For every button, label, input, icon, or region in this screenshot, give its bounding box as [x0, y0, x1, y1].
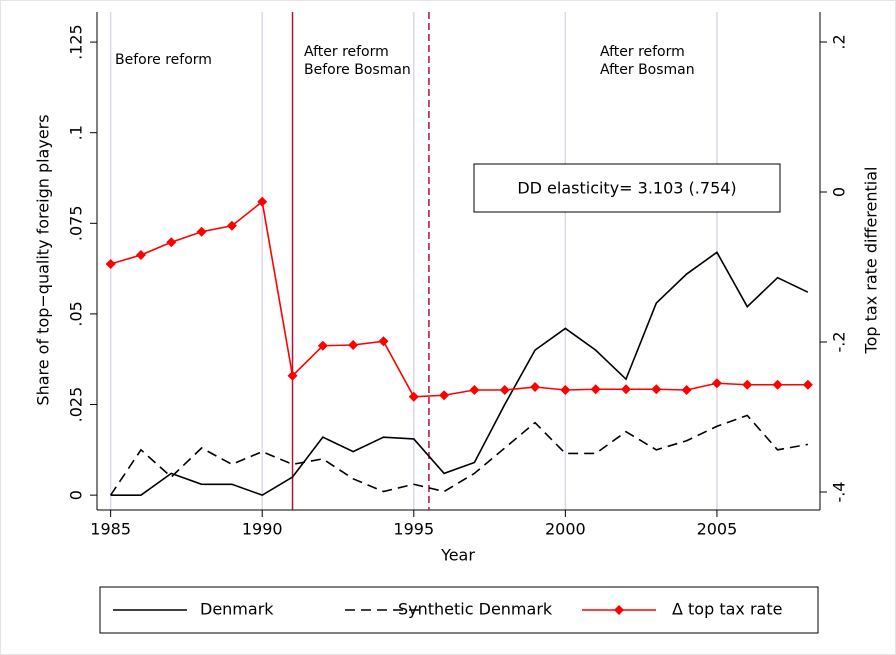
y2-tick-label: -.4 [830, 481, 849, 502]
marker [590, 384, 601, 395]
marker [530, 382, 541, 392]
marker [772, 379, 783, 390]
marker [257, 196, 268, 207]
marker [378, 336, 389, 347]
legend-label: Denmark [200, 600, 274, 619]
y2-tick-label: 0 [830, 187, 849, 197]
legend-box [99, 586, 819, 634]
marker [196, 226, 207, 237]
marker [742, 379, 753, 390]
y-tick-label: .075 [67, 205, 86, 241]
series-line [110, 251, 809, 497]
x-tick-label: 1995 [393, 520, 434, 539]
marker [651, 384, 662, 395]
marker [105, 259, 116, 269]
y2-tick-label: .2 [830, 34, 849, 49]
legend-label: Synthetic Denmark [398, 600, 553, 619]
marker [681, 385, 692, 395]
marker [499, 385, 510, 395]
y-tick-label: 0 [67, 490, 86, 500]
series-line [109, 414, 809, 496]
marker [802, 379, 813, 390]
marker [287, 370, 298, 381]
annotation-box-text: DD elasticity= 3.103 (.754) [517, 179, 736, 198]
marker [620, 384, 631, 395]
y2-axis-title: Top tax rate differential [862, 167, 881, 355]
annotation: After Bosman [600, 62, 695, 78]
marker [226, 220, 237, 231]
y-tick-label: .125 [67, 24, 86, 60]
marker [408, 391, 419, 402]
legend-label: Δ top tax rate [672, 600, 782, 619]
marker [560, 385, 571, 395]
y2-tick-label: -.2 [830, 331, 849, 352]
annotation: After reform [304, 44, 389, 60]
x-tick-label: 2005 [697, 520, 738, 539]
marker [348, 340, 359, 350]
series-line [110, 200, 808, 398]
annotation: After reform [600, 44, 685, 60]
x-axis-title: Year [440, 546, 475, 565]
marker [439, 390, 450, 401]
annotation: Before reform [115, 52, 212, 68]
y-axis-title: Share of top−quality foreign players [34, 114, 53, 405]
y-tick-label: .025 [67, 387, 86, 423]
marker [317, 340, 328, 351]
x-tick-label: 1990 [242, 520, 283, 539]
annotation: Before Bosman [304, 62, 411, 78]
y-tick-label: .05 [67, 301, 86, 326]
marker [166, 237, 177, 248]
legend-marker [614, 605, 624, 615]
x-tick-label: 2000 [545, 520, 586, 539]
marker [711, 378, 722, 389]
marker [135, 250, 146, 260]
marker [469, 385, 480, 395]
x-tick-label: 1985 [90, 520, 131, 539]
y-tick-label: .1 [67, 125, 86, 140]
annotation-box [473, 163, 781, 213]
